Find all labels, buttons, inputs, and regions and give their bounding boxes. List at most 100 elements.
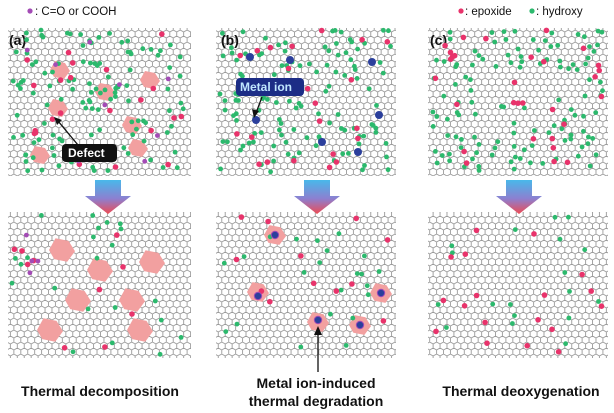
epoxide-dot [473,227,480,234]
hydroxy-dot [600,88,605,94]
epoxide-dot [31,82,37,89]
hydroxy-dot [536,47,541,53]
epoxide-dot [484,340,490,347]
hydroxy-dot [140,46,146,52]
hydroxy-dot [160,165,166,170]
hydroxy-dot [148,47,154,52]
hydroxy-dot [57,136,62,142]
hydroxy-dot [511,166,517,172]
hydroxy-dot [590,136,596,141]
hydroxy-dot [582,93,588,99]
defect-region [119,288,145,312]
hydroxy-dot [373,125,379,131]
epoxide-dot [482,319,488,326]
hydroxy-dot [105,74,111,80]
hydroxy-dot [126,98,131,104]
hydroxy-dot [510,321,515,326]
hydroxy-dot [349,39,355,45]
hydroxy-dot [271,158,276,164]
epoxide-dot [520,100,526,106]
hydroxy-dot [39,167,45,173]
epoxide-dot [483,35,489,42]
hydroxy-dot [335,112,341,117]
hydroxy-dot [39,32,45,38]
hydroxy-dot [298,103,304,109]
hydroxy-dot [338,29,344,35]
hydroxy-dot [472,48,478,54]
hydroxy-dot [586,134,591,140]
epoxide-dot [333,159,340,165]
transition-arrows [85,180,542,214]
epoxide-dot [19,248,25,254]
hydroxy-dot [10,78,16,84]
hydroxy-dot [522,105,527,111]
hydroxy-dot [517,156,523,161]
hydroxy-dot [109,242,115,248]
hydroxy-legend-label: : hydroxy [536,6,583,18]
hydroxy-dot [94,63,100,68]
hydroxy-dot [283,139,289,145]
hydroxy-dot [567,289,572,294]
hydroxy-dot [238,71,244,77]
defect-region [127,318,153,342]
hydroxy-dot [364,283,370,289]
hydroxy-dot [574,67,580,72]
hydroxy-dot [117,221,123,227]
hydroxy-dot [87,81,92,86]
hydroxy-dot [342,73,348,78]
hydroxy-dot [108,96,113,102]
caption-b-line1: Metal ion-induced [257,375,376,391]
epoxide-dot [384,237,391,243]
hydroxy-dot [570,62,576,67]
epoxide-dot [138,97,144,103]
hydroxy-dot [512,28,518,34]
hydroxy-dot [587,77,592,83]
hydroxy-dot [220,30,225,36]
epoxide-dot [234,131,240,137]
hydroxy-dot [572,112,578,118]
hydroxy-dot [323,88,329,94]
hydroxy-dot [380,70,386,76]
hydroxy-dot [591,49,597,54]
hydroxy-dot [595,28,601,34]
hydroxy-dot [89,132,94,138]
epoxide-dot [265,218,271,225]
hydroxy-dot [376,269,382,274]
hydroxy-dot [93,86,99,92]
epoxide-dot [233,256,240,263]
hydroxy-dot [493,64,499,69]
hydroxy-dot [505,52,511,58]
hydroxy-dot [119,39,125,45]
hydroxy-dot [304,135,310,141]
hydroxy-dot [354,271,360,276]
hydroxy-dot [251,139,256,145]
hydroxy-dot [141,118,146,124]
hydroxy-dot [52,285,58,291]
hydroxy-dot [94,255,100,261]
hydroxy-dot [274,100,279,105]
hydroxy-dot [164,130,170,135]
hydroxy-dot [369,122,375,127]
panel-b-label: (b) [221,32,239,48]
hydroxy-dot [439,153,445,158]
hydroxy-dot [324,248,330,254]
hydroxy-dot [167,65,173,70]
epoxide-dot [592,74,598,80]
hydroxy-dot [568,136,574,142]
epoxide-dot [114,232,120,238]
hydroxy-dot [445,133,451,138]
hydroxy-dot [388,43,393,49]
hydroxy-dot [316,111,321,117]
epoxide-dot [595,62,602,69]
metal-ion [252,116,260,124]
epoxide-dot [129,311,135,317]
functional-groups [9,27,605,357]
hydroxy-dot [562,270,568,275]
hydroxy-dot [593,110,599,115]
hydroxy-dot [362,163,367,168]
hydroxy-dot [277,117,282,122]
hydroxy-dot [178,100,184,106]
hydroxy-dot [336,231,342,237]
hydroxy-dot [180,106,186,112]
